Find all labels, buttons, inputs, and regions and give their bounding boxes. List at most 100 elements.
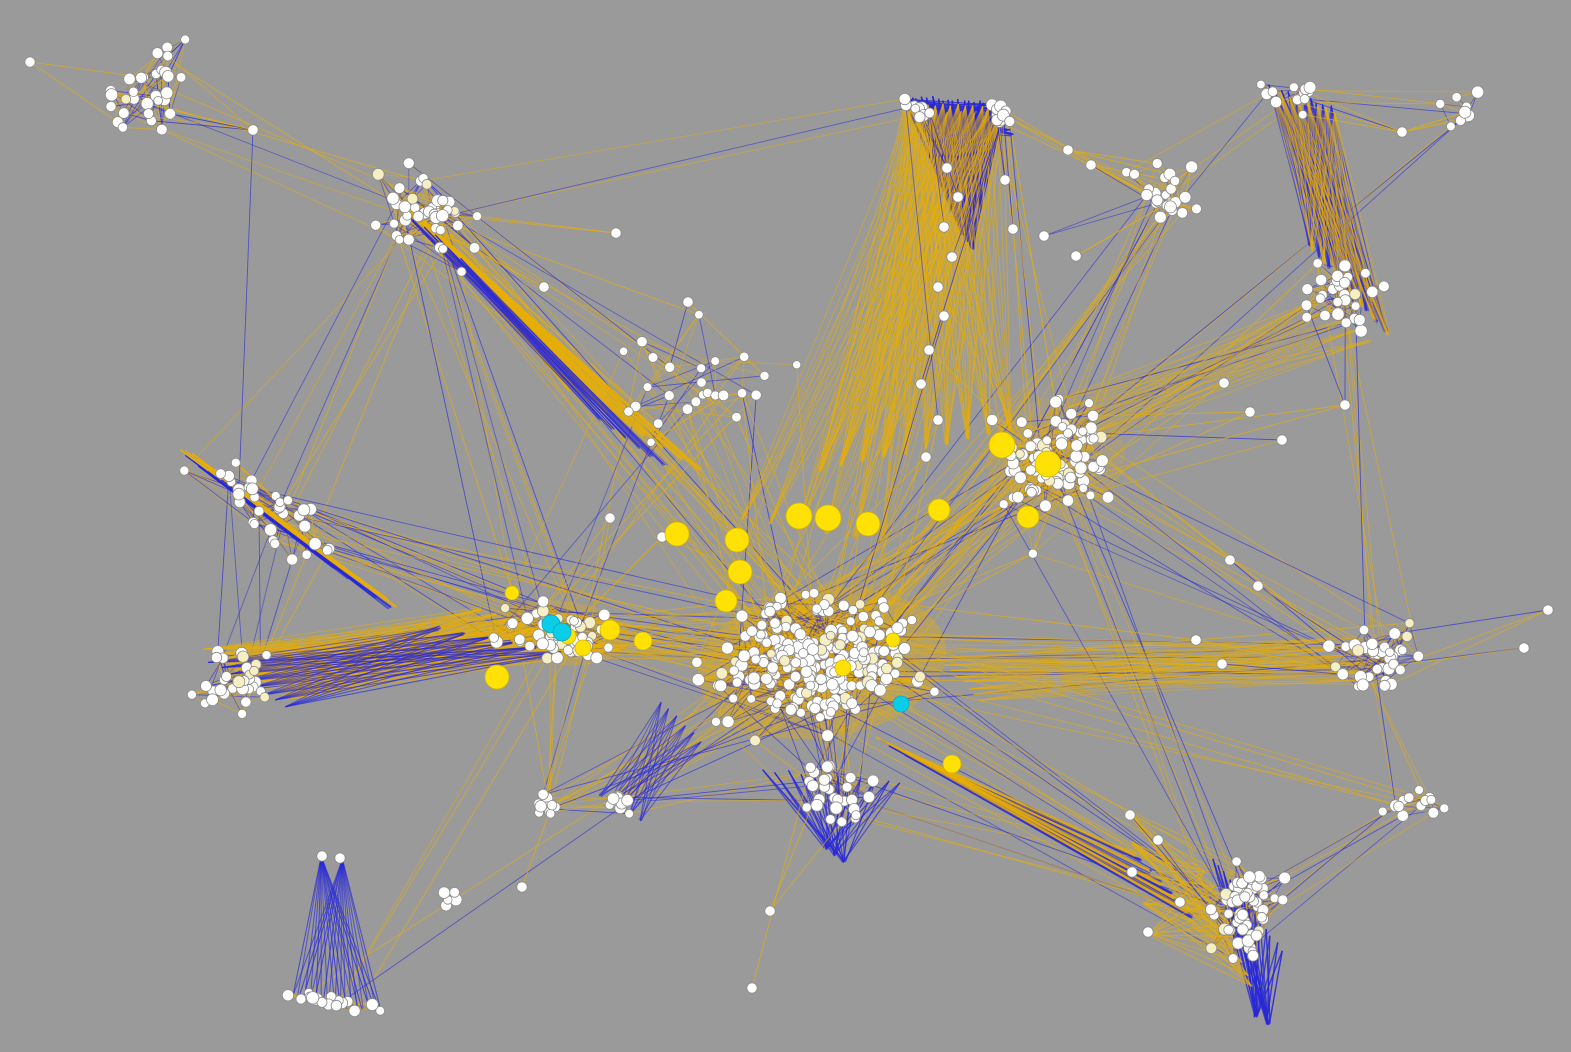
graph-edge bbox=[619, 715, 678, 809]
graph-edge bbox=[818, 103, 944, 471]
graph-edge bbox=[309, 859, 343, 1000]
graph-node[interactable] bbox=[402, 157, 415, 170]
graph-node[interactable] bbox=[156, 123, 168, 136]
graph-node[interactable] bbox=[143, 108, 154, 119]
graph-node[interactable] bbox=[437, 194, 449, 206]
graph-edge bbox=[434, 234, 600, 421]
graph-edge bbox=[966, 108, 998, 438]
graph-edge bbox=[1398, 805, 1434, 814]
graph-node[interactable] bbox=[468, 242, 481, 254]
graph-node[interactable] bbox=[910, 103, 921, 114]
graph-edge bbox=[262, 650, 562, 696]
graph-edge bbox=[851, 690, 881, 801]
graph-node[interactable] bbox=[120, 93, 132, 105]
graph-edge bbox=[797, 108, 923, 529]
graph-node[interactable] bbox=[161, 70, 175, 83]
graph-edge bbox=[826, 114, 988, 534]
graph-edge bbox=[698, 314, 716, 396]
graph-node[interactable] bbox=[135, 71, 148, 84]
graph-edge bbox=[967, 105, 974, 440]
graph-edge bbox=[328, 859, 343, 1003]
graph-edge bbox=[1279, 91, 1339, 279]
graph-edge bbox=[1311, 105, 1318, 252]
graph-edge bbox=[980, 655, 1346, 701]
graph-node[interactable] bbox=[898, 92, 911, 106]
graph-node[interactable] bbox=[371, 168, 385, 181]
graph-edge bbox=[1151, 935, 1253, 987]
graph-edge bbox=[1334, 112, 1391, 334]
graph-node[interactable] bbox=[162, 50, 174, 62]
graph-edge bbox=[1328, 105, 1332, 269]
graph-edge bbox=[818, 107, 989, 471]
graph-node[interactable] bbox=[123, 72, 136, 86]
graph-edge bbox=[1268, 950, 1283, 1024]
graph-node[interactable] bbox=[118, 107, 130, 119]
graph-node[interactable] bbox=[394, 234, 405, 245]
graph-edge bbox=[827, 691, 935, 737]
graph-node[interactable] bbox=[128, 86, 139, 97]
graph-edge bbox=[1265, 942, 1279, 1025]
graph-node[interactable] bbox=[438, 244, 448, 254]
graph-node[interactable] bbox=[393, 182, 406, 194]
graph-edge bbox=[1083, 480, 1249, 942]
graph-edge bbox=[875, 736, 1190, 914]
graph-edge bbox=[828, 638, 1396, 806]
graph-node[interactable] bbox=[412, 210, 424, 223]
graph-node[interactable] bbox=[452, 220, 464, 232]
graph-edge bbox=[320, 856, 347, 1008]
graph-edge bbox=[733, 698, 794, 709]
graph-node[interactable] bbox=[456, 266, 467, 277]
graph-edge bbox=[1097, 382, 1225, 467]
graph-node[interactable] bbox=[421, 179, 433, 190]
graph-node[interactable] bbox=[398, 200, 412, 214]
graph-node[interactable] bbox=[389, 218, 399, 229]
graph-edge bbox=[468, 262, 666, 448]
graph-edge bbox=[883, 105, 967, 457]
graph-edge bbox=[927, 115, 999, 129]
graph-node[interactable] bbox=[180, 34, 191, 45]
graph-node[interactable] bbox=[913, 111, 926, 123]
graph-node[interactable] bbox=[164, 107, 177, 120]
graph-edge bbox=[320, 856, 354, 1007]
graph-node[interactable] bbox=[435, 225, 446, 236]
graph-node[interactable] bbox=[472, 211, 483, 222]
graph-node[interactable] bbox=[924, 107, 935, 119]
graph-edge bbox=[821, 105, 936, 471]
graph-edge bbox=[618, 799, 853, 803]
graph-node[interactable] bbox=[406, 192, 419, 205]
graph-edge bbox=[695, 401, 868, 654]
graph-edge bbox=[393, 223, 444, 250]
graph-edge bbox=[439, 105, 915, 218]
graph-edge bbox=[1036, 490, 1109, 498]
graph-edge bbox=[1043, 203, 1156, 237]
graph-edge bbox=[945, 107, 989, 445]
graph-edge bbox=[669, 356, 745, 368]
graph-node[interactable] bbox=[160, 86, 174, 100]
graph-node[interactable] bbox=[1004, 115, 1016, 127]
graph-edge bbox=[161, 77, 182, 130]
graph-edge bbox=[617, 732, 695, 807]
graph-node[interactable] bbox=[175, 72, 187, 83]
graph-node[interactable] bbox=[386, 191, 400, 205]
graph-node[interactable] bbox=[105, 88, 119, 102]
graph-edge bbox=[1055, 481, 1212, 910]
graph-edge bbox=[442, 114, 924, 217]
graph-edge bbox=[939, 656, 1362, 671]
graph-edge bbox=[973, 670, 1365, 695]
graph-node[interactable] bbox=[153, 96, 164, 106]
graph-edge bbox=[238, 129, 254, 490]
graph-edge bbox=[839, 103, 944, 466]
graph-edge bbox=[1045, 439, 1283, 507]
graph-node[interactable] bbox=[140, 97, 154, 111]
graph-node[interactable] bbox=[105, 101, 117, 113]
graph-node[interactable] bbox=[1191, 203, 1202, 215]
graph-edge bbox=[204, 506, 281, 704]
graph-node[interactable] bbox=[435, 209, 449, 223]
graph-node[interactable] bbox=[402, 233, 415, 246]
graph-edge bbox=[170, 113, 254, 131]
graph-node[interactable] bbox=[117, 122, 129, 133]
graph-node[interactable] bbox=[151, 47, 164, 59]
graph-node[interactable] bbox=[370, 219, 382, 231]
